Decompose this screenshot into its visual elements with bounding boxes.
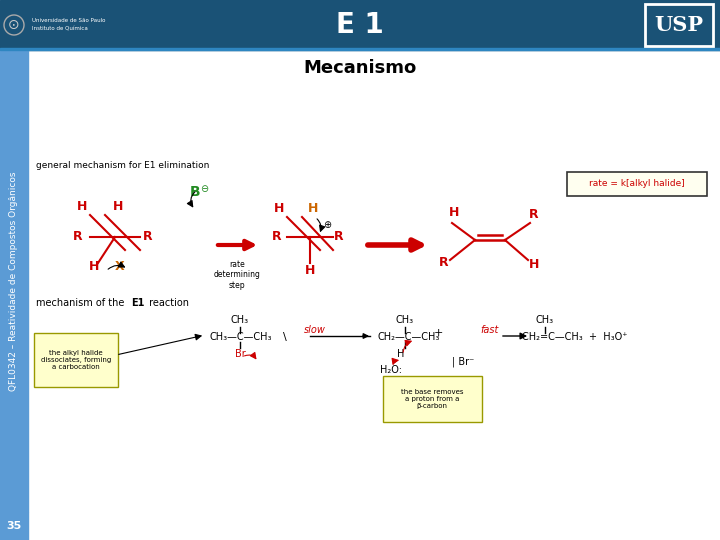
Text: fast: fast xyxy=(481,325,499,335)
Text: QFL0342 – Reatividade de Compostos Orgânicos: QFL0342 – Reatividade de Compostos Orgân… xyxy=(9,171,19,391)
Text: R: R xyxy=(439,256,449,269)
Text: rate
determining
step: rate determining step xyxy=(214,260,261,290)
Text: H: H xyxy=(397,349,405,359)
Text: CH₂—C—CH₃: CH₂—C—CH₃ xyxy=(378,332,441,342)
Text: CH₃: CH₃ xyxy=(396,315,414,325)
Text: the base removes
a proton from a
β-carbon: the base removes a proton from a β-carbo… xyxy=(401,389,463,409)
FancyBboxPatch shape xyxy=(383,376,482,422)
Text: ⊖: ⊖ xyxy=(200,184,208,194)
Text: reaction: reaction xyxy=(146,298,189,308)
Text: CH₃: CH₃ xyxy=(536,315,554,325)
Text: ⊙: ⊙ xyxy=(8,18,20,32)
Text: H: H xyxy=(113,200,123,213)
Bar xyxy=(0,48,720,50)
Text: general mechanism for E1 elimination: general mechanism for E1 elimination xyxy=(36,161,210,170)
Text: E 1: E 1 xyxy=(336,11,384,39)
Bar xyxy=(0,50,28,512)
Text: slow: slow xyxy=(304,325,326,335)
Text: H: H xyxy=(274,202,284,215)
Text: Universidade de São Paulo: Universidade de São Paulo xyxy=(32,18,106,24)
Text: +: + xyxy=(433,328,443,338)
Text: mechanism of the: mechanism of the xyxy=(36,298,127,308)
Text: CH₂=C—CH₃  +  H₃O⁺: CH₂=C—CH₃ + H₃O⁺ xyxy=(522,332,628,342)
FancyBboxPatch shape xyxy=(645,4,713,46)
Text: CH₃—C—CH₃: CH₃—C—CH₃ xyxy=(210,332,272,342)
Text: R: R xyxy=(143,231,153,244)
Text: the alkyl halide
dissociates, forming
a carbocation: the alkyl halide dissociates, forming a … xyxy=(41,350,111,370)
Text: E1: E1 xyxy=(131,298,145,308)
Text: H: H xyxy=(77,200,87,213)
FancyBboxPatch shape xyxy=(34,333,118,387)
Text: H: H xyxy=(449,206,459,219)
Text: | Br⁻: | Br⁻ xyxy=(452,357,474,367)
Text: H₂O:: H₂O: xyxy=(380,365,402,375)
Text: Instituto de Química: Instituto de Química xyxy=(32,26,88,31)
Text: H: H xyxy=(308,202,318,215)
Text: H: H xyxy=(305,265,315,278)
Text: Mecanismo: Mecanismo xyxy=(303,59,417,77)
Text: CH₃: CH₃ xyxy=(231,315,249,325)
Text: X: X xyxy=(115,260,125,273)
Text: ⊕: ⊕ xyxy=(323,220,331,230)
Text: R: R xyxy=(73,231,83,244)
Text: rate = k[alkyl halide]: rate = k[alkyl halide] xyxy=(589,179,685,188)
FancyBboxPatch shape xyxy=(567,172,707,196)
Text: H: H xyxy=(89,260,99,273)
Text: \: \ xyxy=(283,332,287,342)
Bar xyxy=(0,512,28,540)
Bar xyxy=(0,0,720,50)
Text: R: R xyxy=(334,231,344,244)
Text: Br: Br xyxy=(235,349,246,359)
Text: B: B xyxy=(189,185,200,199)
Text: H: H xyxy=(528,259,539,272)
Text: 35: 35 xyxy=(6,521,22,531)
Text: R: R xyxy=(529,208,539,221)
Text: R: R xyxy=(272,231,282,244)
Text: USP: USP xyxy=(654,15,703,35)
